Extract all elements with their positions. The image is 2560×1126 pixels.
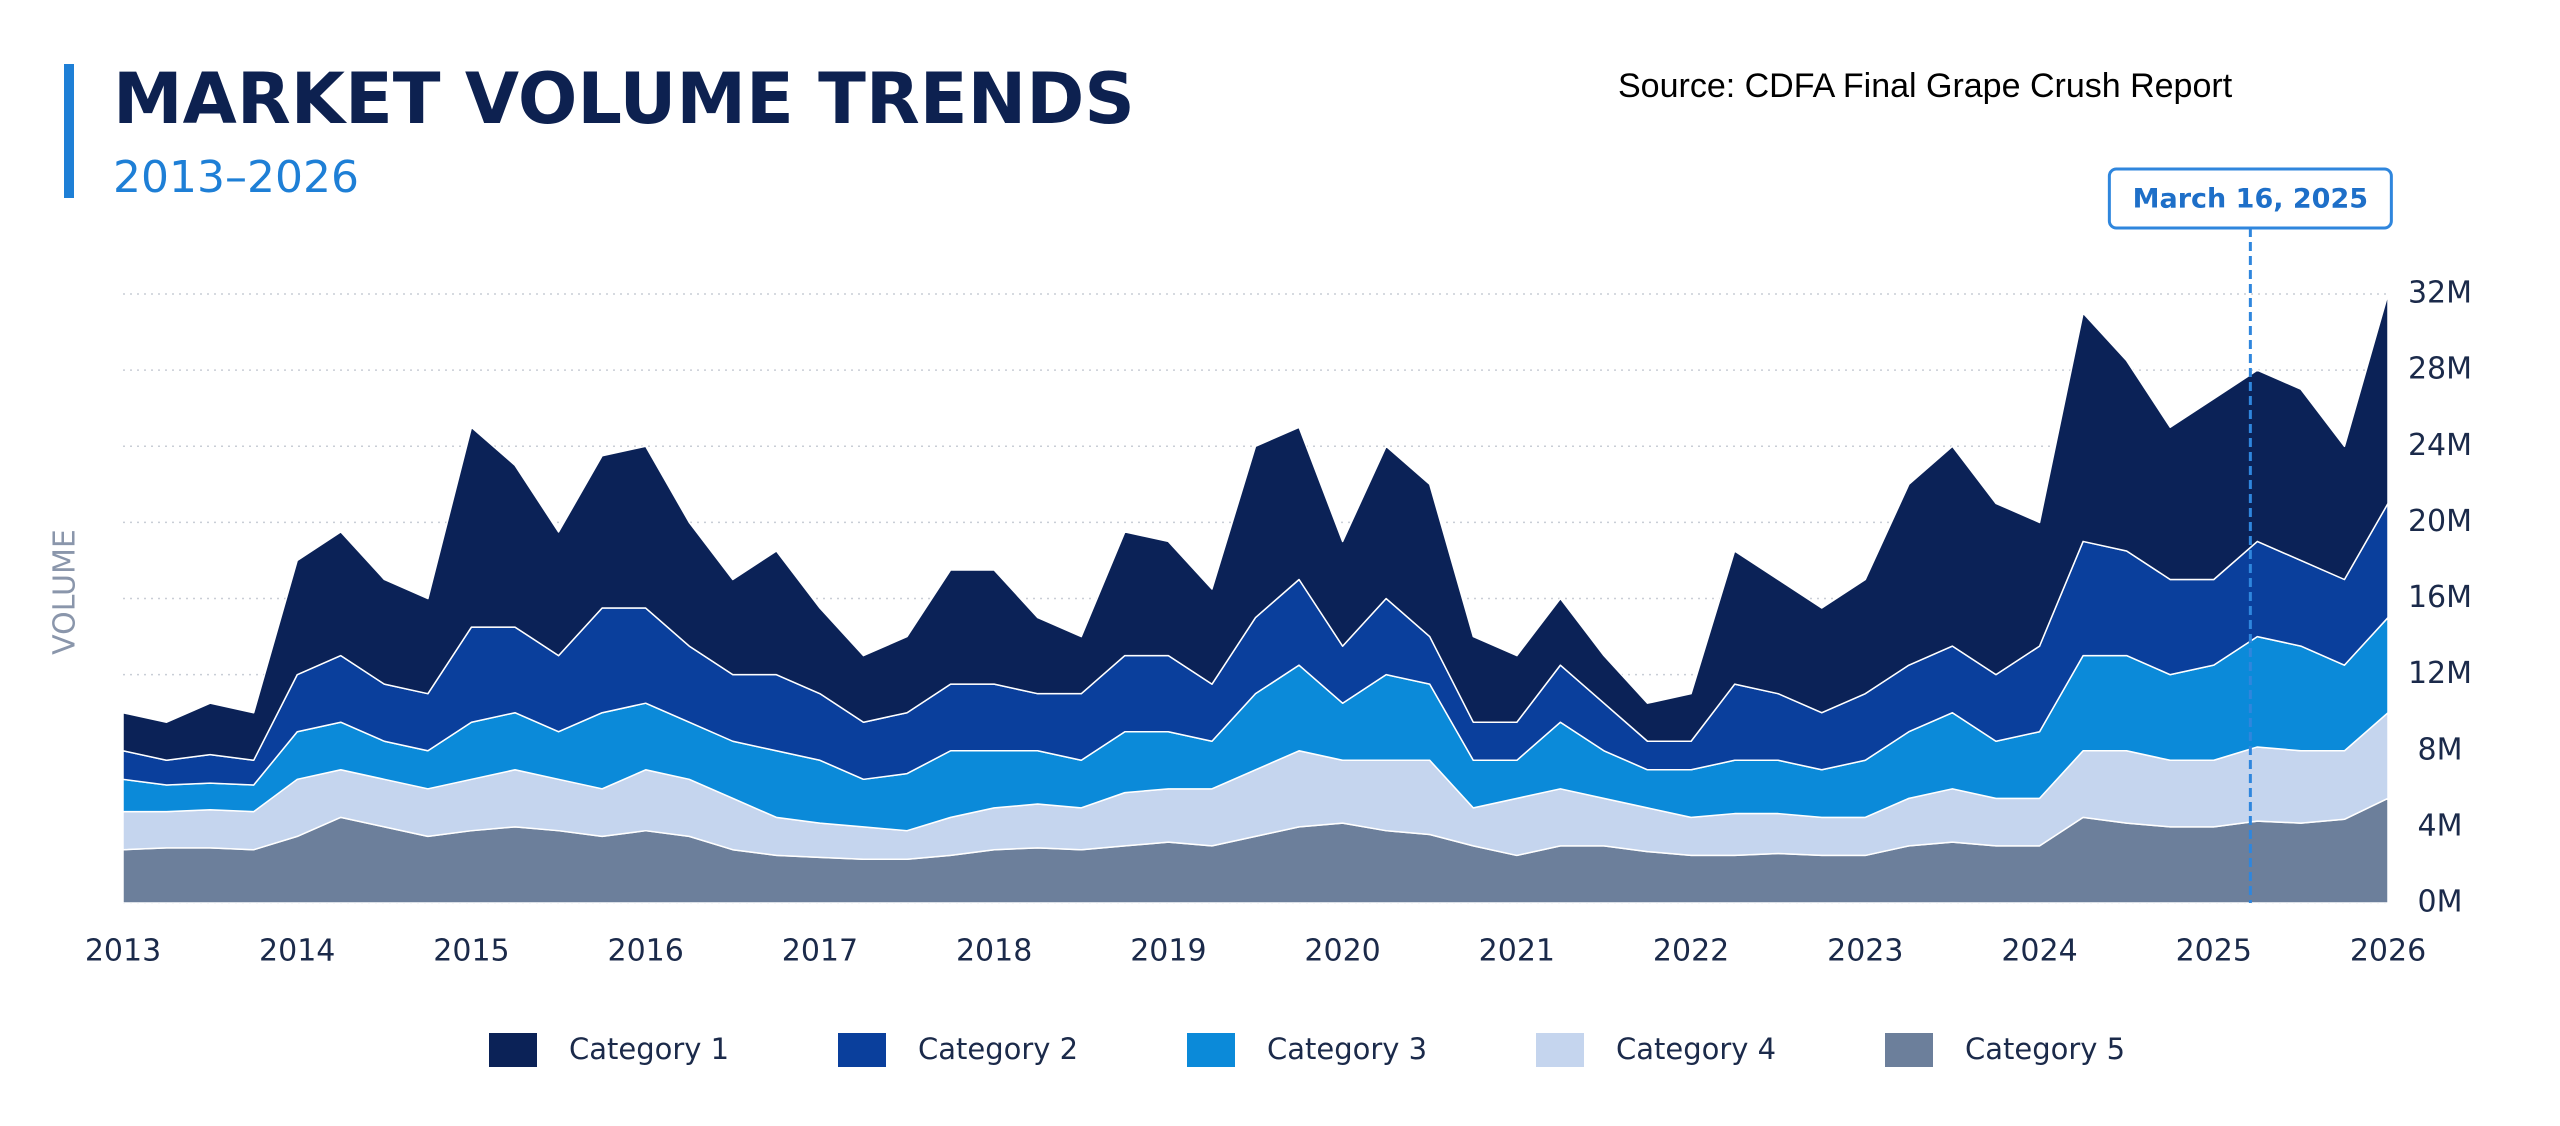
legend-swatch [489,1033,537,1067]
annotation-label: March 16, 2025 [2133,184,2368,215]
x-tick-label: 2024 [2001,934,2077,969]
legend-label: Category 2 [918,1032,1078,1066]
area [122,293,2389,762]
x-tick-label: 2016 [608,934,684,969]
legend-label: Category 4 [1616,1032,1776,1066]
y-tick-label: 20M [2408,504,2472,539]
title-accent [64,64,74,198]
chart-subtitle: 2013–2026 [113,152,359,203]
source-note: Source: CDFA Final Grape Crush Report [1618,67,2233,105]
legend: Category 1 Category 2 Category 3 Category 4… [489,1032,2125,1067]
x-tick-label: 2020 [1304,934,1380,969]
x-tick-label: 2023 [1827,934,1903,969]
legend-swatch [1187,1033,1235,1067]
x-tick-label: 2025 [2176,934,2252,969]
y-tick-label: 4M [2418,808,2463,843]
x-tick-label: 2022 [1653,934,1729,969]
y-tick-label: 12M [2408,656,2472,691]
areas [122,293,2389,904]
y-tick-label: 28M [2408,352,2472,387]
x-tick-label: 2026 [2350,934,2426,969]
legend-label: Category 3 [1267,1032,1427,1066]
annotation-box [2107,167,2393,230]
x-tick-label: 2015 [433,934,509,969]
y-tick-label: 0M [2418,885,2463,920]
x-tick-label: 2019 [1130,934,1206,969]
x-tick-label: 2021 [1479,934,1555,969]
legend-swatch [1885,1033,1933,1067]
x-tick-label: 2017 [782,934,858,969]
y-tick-label: 32M [2408,276,2472,311]
x-tick-label: 2014 [259,934,335,969]
y-tick-label: 8M [2418,732,2463,767]
annotation: March 16, 2025 [2107,167,2393,903]
legend-label: Category 1 [569,1032,729,1066]
legend-swatch [838,1033,886,1067]
y-tick-label: 24M [2408,428,2472,463]
chart-title: MARKET VOLUME TRENDS [113,58,1135,140]
legend-label: Category 5 [1965,1032,2125,1066]
y-axis-label: VOLUME [48,529,83,655]
y-tick-label: 16M [2408,580,2472,615]
axes: 0M 4M 8M 12M 16M 20M 24M 28M 32M 2013 2014 2015 2016… [85,276,2472,969]
x-tick-label: 2013 [85,934,161,969]
x-tick-label: 2018 [956,934,1032,969]
legend-swatch [1536,1033,1584,1067]
